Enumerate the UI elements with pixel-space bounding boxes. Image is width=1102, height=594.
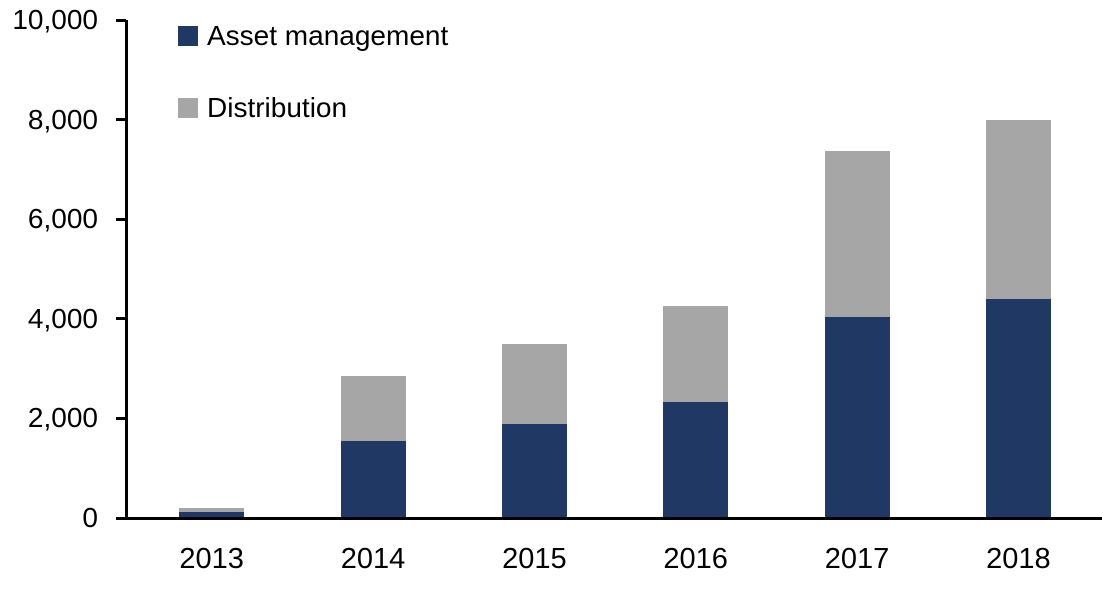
legend-item-asset-management: Asset management xyxy=(178,20,448,51)
bar-segment-asset-management-2013 xyxy=(179,512,245,518)
x-axis-line xyxy=(116,517,1102,520)
x-axis-label-2018: 2018 xyxy=(986,543,1051,575)
y-axis-tick-label: 2,000 xyxy=(27,402,98,434)
y-axis-tick-label: 8,000 xyxy=(27,103,98,135)
bar-segment-distribution-2013 xyxy=(179,508,245,512)
y-axis-tick xyxy=(116,416,126,420)
y-axis-tick xyxy=(116,217,126,221)
bar-segment-asset-management-2017 xyxy=(824,317,890,518)
x-axis-label-2014: 2014 xyxy=(340,543,406,575)
legend-swatch-asset-management xyxy=(178,26,198,46)
bar-segment-distribution-2015 xyxy=(501,343,567,424)
legend-swatch-distribution xyxy=(178,98,198,118)
y-axis-tick xyxy=(116,18,126,22)
bar-segment-asset-management-2015 xyxy=(501,423,567,518)
bar-segment-asset-management-2016 xyxy=(663,402,729,518)
x-axis-label-2017: 2017 xyxy=(824,543,890,575)
bar-segment-asset-management-2018 xyxy=(985,298,1051,518)
bar-segment-asset-management-2014 xyxy=(340,440,406,518)
y-axis-tick-label: 0 xyxy=(82,502,98,533)
y-axis-tick xyxy=(116,118,126,122)
y-axis-tick-label: 10,000 xyxy=(12,4,98,35)
bar-segment-distribution-2017 xyxy=(824,150,890,318)
legend-item-distribution: Distribution xyxy=(178,92,448,123)
y-axis-tick-label: 4,000 xyxy=(27,302,98,334)
legend-label-distribution: Distribution xyxy=(207,92,348,123)
y-axis-tick-label: 6,000 xyxy=(27,203,98,235)
bar-segment-distribution-2018 xyxy=(985,119,1051,299)
bar-segment-distribution-2014 xyxy=(340,375,406,441)
y-axis-line xyxy=(125,20,128,518)
chart-legend: Asset management Distribution xyxy=(178,20,448,169)
x-axis-label-2015: 2015 xyxy=(502,543,567,575)
y-axis-tick xyxy=(116,317,126,321)
x-axis-label-2013: 2013 xyxy=(179,543,244,575)
x-axis-label-2016: 2016 xyxy=(663,543,728,575)
legend-label-asset-management: Asset management xyxy=(207,20,449,51)
bar-segment-distribution-2016 xyxy=(663,306,729,403)
